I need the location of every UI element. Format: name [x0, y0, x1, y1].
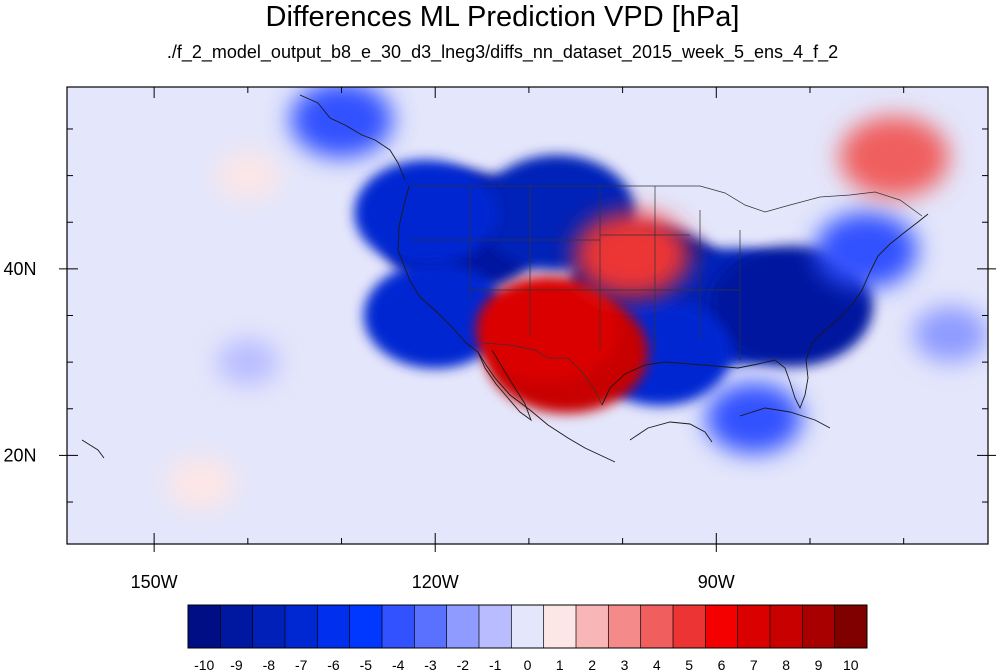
gulf-coast: [601, 359, 809, 410]
colorbar-label: 8: [782, 657, 790, 672]
x-tick-label: 90W: [698, 572, 735, 592]
colorbar-swatch: [802, 605, 836, 648]
colorbar-label: -3: [424, 657, 437, 672]
colorbar-swatch: [608, 605, 642, 648]
hawaii: [81, 439, 105, 459]
field-feature-13: [290, 87, 393, 158]
colorbar-label: 3: [621, 657, 629, 672]
mexico-pacific-coast: [494, 377, 616, 463]
axis-labels: 150W 120W 90W 20N 40N: [3, 259, 734, 592]
colorbar-swatch: [737, 605, 771, 648]
colorbar-swatch: [770, 605, 803, 648]
colorbar-swatch: [479, 605, 512, 648]
colorbar-label: 5: [685, 657, 693, 672]
colorbar-label: 2: [588, 657, 596, 672]
colorbar-label: 10: [843, 657, 859, 672]
colorbar-swatch: [576, 605, 609, 648]
field-feature-2: [354, 159, 498, 266]
alaska-panhandle: [299, 94, 406, 181]
field-feature-16: [216, 339, 279, 386]
colorbar-label: 9: [815, 657, 823, 672]
vpd-difference-field: [67, 87, 988, 544]
colorbar-swatch: [252, 605, 286, 648]
colorbar-label: -5: [360, 657, 373, 672]
colorbar-label: 0: [524, 657, 532, 672]
field-blobs: [166, 87, 988, 509]
colorbar-swatch: [640, 605, 674, 648]
baja-california: [477, 349, 532, 422]
field-feature-14: [705, 382, 802, 454]
colorbar: -10 -9 -8 -7 -6 -5 -4 -3 -2 -1 0 1 2 3 4 5 6 7 8 9 10: [187, 604, 868, 672]
colorbar-label: -8: [263, 657, 276, 672]
field-feature-7: [363, 262, 507, 369]
field-feature-12: [839, 116, 949, 198]
colorbar-swatch: [285, 605, 318, 648]
colorbar-swatch: [220, 605, 254, 648]
field-feature-8: [814, 212, 918, 289]
colorbar-swatch: [188, 605, 221, 648]
colorbar-label: -7: [295, 657, 308, 672]
colorbar-swatch: [382, 605, 415, 648]
colorbar-label: -4: [392, 657, 405, 672]
x-tick-label: 150W: [131, 572, 178, 592]
colorbar-frame: [187, 604, 868, 649]
us-mexico-border: [483, 342, 603, 406]
chart-title: Differences ML Prediction VPD [hPa]: [265, 1, 740, 33]
chart-subtitle: ./f_2_model_output_b8_e_30_d3_lneg3/diff…: [166, 42, 839, 62]
y-tick-label: 20N: [3, 445, 36, 465]
colorbar-label: 7: [750, 657, 758, 672]
colorbar-label: -10: [194, 657, 214, 672]
field-feature-11: [573, 211, 691, 298]
coastlines: [81, 94, 929, 463]
axis-ticks: [59, 87, 996, 552]
field-feature-18: [216, 152, 279, 199]
colorbar-label: -2: [457, 657, 470, 672]
colorbar-label: 1: [556, 657, 564, 672]
colorbar-swatch: [834, 605, 868, 648]
field-feature-17: [166, 457, 236, 509]
colorbar-label: 4: [653, 657, 661, 672]
colorbar-swatch: [446, 605, 480, 648]
colorbar-swatch: [705, 605, 739, 648]
x-tick-label: 120W: [412, 572, 459, 592]
cuba: [739, 407, 831, 429]
y-tick-label: 40N: [3, 259, 36, 279]
colorbar-swatch: [414, 605, 448, 648]
colorbar-swatch: [511, 605, 545, 648]
colorbar-swatch: [349, 605, 383, 648]
yucatan: [629, 421, 713, 443]
political-borders: [410, 185, 923, 406]
field-feature-10: [475, 276, 620, 383]
field-feature-15: [912, 306, 988, 363]
colorbar-label: 6: [718, 657, 726, 672]
colorbar-label: -9: [230, 657, 243, 672]
atlantic-coast: [805, 213, 929, 361]
colorbar-label: -6: [327, 657, 340, 672]
colorbar-swatch: [543, 605, 577, 648]
us-canada-border: [410, 185, 923, 217]
colorbar-label: -1: [489, 657, 502, 672]
colorbar-swatch: [317, 605, 351, 648]
colorbar-swatch: [673, 605, 706, 648]
